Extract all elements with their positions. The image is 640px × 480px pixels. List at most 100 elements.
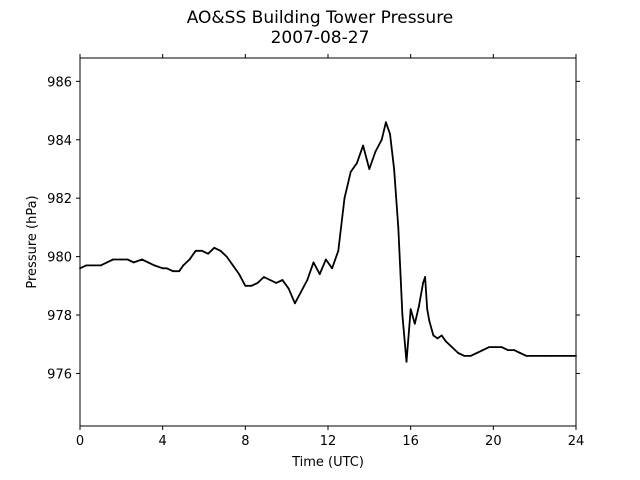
data-point — [451, 346, 453, 349]
data-point — [147, 261, 150, 264]
data-point — [349, 171, 352, 173]
data-point — [99, 264, 102, 267]
data-point — [201, 249, 203, 252]
data-point — [475, 352, 478, 354]
data-point — [368, 168, 371, 170]
data-point — [389, 133, 391, 135]
data-point — [232, 264, 234, 267]
y-tick-label: 982 — [47, 192, 72, 207]
x-tick-label: 4 — [159, 434, 167, 449]
data-point — [428, 319, 431, 322]
data-point — [225, 255, 228, 258]
data-point — [281, 279, 284, 281]
data-point — [188, 258, 191, 261]
data-point — [525, 355, 528, 357]
data-point — [457, 352, 460, 354]
data-point — [287, 287, 290, 290]
data-point — [312, 261, 315, 264]
data-point — [424, 276, 427, 278]
data-point — [161, 267, 164, 270]
data-point — [440, 334, 443, 337]
data-point — [575, 355, 577, 357]
data-point — [85, 264, 88, 267]
data-point — [178, 270, 181, 273]
data-point — [550, 355, 553, 357]
data-point — [556, 355, 559, 357]
data-point — [250, 284, 253, 287]
data-point — [374, 150, 377, 153]
data-point — [256, 281, 259, 284]
data-point — [531, 355, 534, 357]
data-point — [432, 334, 435, 337]
data-point — [409, 308, 412, 311]
data-point — [213, 246, 216, 249]
data-point — [269, 279, 272, 281]
data-point — [380, 138, 383, 141]
pressure-series-points — [79, 121, 577, 363]
data-point — [482, 349, 484, 351]
x-tick-label: 16 — [402, 434, 419, 449]
data-point — [405, 360, 408, 363]
data-point — [141, 258, 143, 261]
y-tick-label: 986 — [47, 75, 72, 90]
plot-area-frame — [79, 57, 577, 427]
data-point — [384, 121, 387, 124]
data-point — [318, 273, 321, 276]
data-point — [444, 340, 447, 343]
data-point — [494, 346, 497, 349]
y-tick-label: 984 — [47, 134, 72, 149]
data-point — [91, 264, 94, 267]
x-axis-label: Time (UTC) — [291, 455, 364, 470]
data-point — [238, 273, 241, 276]
data-point — [488, 346, 491, 349]
y-axis-label: Pressure (hPa) — [25, 195, 40, 288]
data-point — [219, 249, 222, 252]
data-point — [568, 355, 571, 357]
data-point — [325, 258, 327, 261]
y-tick-label: 976 — [47, 367, 72, 382]
data-point — [300, 290, 303, 293]
data-point — [401, 314, 404, 316]
data-point — [436, 337, 439, 340]
data-point — [275, 281, 278, 284]
data-point — [112, 258, 114, 261]
data-point — [244, 284, 247, 287]
data-point — [426, 308, 429, 311]
y-tick-label: 980 — [47, 251, 72, 266]
data-point — [362, 144, 365, 147]
data-point — [79, 267, 81, 270]
data-point — [519, 352, 522, 354]
data-point — [132, 261, 135, 264]
data-point — [337, 249, 340, 252]
data-point — [463, 355, 466, 357]
data-point — [263, 276, 265, 278]
data-point — [413, 322, 416, 325]
data-point — [153, 264, 156, 267]
data-point — [506, 349, 509, 351]
x-tick-label: 8 — [241, 434, 249, 449]
data-point — [393, 168, 396, 170]
data-point — [418, 305, 420, 308]
data-point — [126, 258, 129, 261]
x-tick-label: 24 — [568, 434, 585, 449]
data-point — [331, 267, 334, 270]
y-tick-label: 978 — [47, 309, 72, 324]
data-point — [306, 279, 309, 281]
chart-subtitle: 2007-08-27 — [270, 28, 370, 48]
data-point — [537, 355, 540, 357]
data-point — [397, 226, 400, 229]
data-point — [194, 249, 197, 252]
data-point — [207, 252, 210, 255]
data-point — [513, 349, 515, 351]
data-point — [500, 346, 503, 349]
data-point — [356, 162, 358, 165]
pressure-series-line — [79, 121, 576, 363]
data-point — [105, 261, 108, 264]
data-point — [294, 302, 296, 305]
data-point — [182, 264, 185, 267]
chart-title: AO&SS Building Tower Pressure — [186, 8, 454, 28]
data-point — [422, 281, 424, 284]
data-point — [172, 270, 174, 273]
data-point — [120, 258, 123, 261]
